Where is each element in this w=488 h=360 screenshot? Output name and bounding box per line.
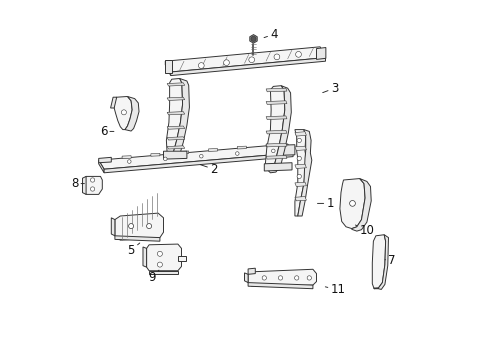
Polygon shape — [82, 176, 86, 194]
Polygon shape — [373, 235, 387, 289]
Circle shape — [295, 51, 301, 57]
Polygon shape — [167, 97, 184, 100]
Polygon shape — [146, 244, 181, 271]
Circle shape — [128, 224, 133, 229]
Polygon shape — [247, 283, 312, 289]
Polygon shape — [265, 88, 286, 92]
Circle shape — [306, 276, 311, 280]
Polygon shape — [265, 156, 286, 159]
Polygon shape — [111, 218, 115, 236]
Polygon shape — [170, 78, 189, 156]
Polygon shape — [142, 247, 146, 267]
Text: 6: 6 — [100, 125, 114, 138]
Circle shape — [296, 156, 301, 161]
Polygon shape — [294, 182, 306, 186]
Text: 9: 9 — [147, 270, 159, 284]
Polygon shape — [265, 130, 286, 134]
Polygon shape — [115, 213, 163, 240]
Polygon shape — [179, 151, 188, 154]
Circle shape — [90, 187, 95, 191]
Circle shape — [248, 57, 254, 63]
Polygon shape — [265, 116, 286, 120]
Circle shape — [163, 157, 167, 161]
Text: 3: 3 — [322, 82, 338, 95]
Polygon shape — [294, 132, 306, 136]
Polygon shape — [165, 47, 325, 72]
Polygon shape — [265, 144, 275, 147]
Circle shape — [271, 149, 275, 153]
Circle shape — [294, 276, 298, 280]
Polygon shape — [247, 269, 316, 286]
Polygon shape — [165, 61, 170, 76]
Polygon shape — [167, 83, 184, 86]
Circle shape — [235, 152, 239, 155]
Polygon shape — [99, 144, 292, 169]
Text: 7: 7 — [385, 255, 395, 267]
Polygon shape — [149, 271, 178, 274]
Polygon shape — [264, 163, 291, 171]
Polygon shape — [166, 78, 182, 155]
Polygon shape — [99, 157, 111, 163]
Polygon shape — [167, 112, 184, 115]
Polygon shape — [316, 48, 325, 59]
Circle shape — [223, 60, 229, 66]
Circle shape — [349, 201, 355, 206]
Polygon shape — [99, 160, 104, 173]
Polygon shape — [265, 101, 286, 104]
Polygon shape — [165, 60, 172, 73]
Circle shape — [296, 174, 301, 179]
Polygon shape — [249, 35, 257, 43]
Polygon shape — [84, 176, 102, 194]
Text: 2: 2 — [200, 163, 217, 176]
Circle shape — [273, 54, 279, 60]
Circle shape — [121, 110, 126, 115]
Text: 5: 5 — [127, 243, 140, 257]
Polygon shape — [208, 149, 217, 152]
Polygon shape — [122, 156, 131, 159]
Text: 8: 8 — [71, 177, 84, 190]
Polygon shape — [297, 130, 311, 216]
Circle shape — [250, 36, 256, 41]
Circle shape — [127, 160, 131, 163]
Polygon shape — [104, 153, 292, 173]
Polygon shape — [266, 86, 291, 173]
Polygon shape — [371, 235, 385, 289]
Polygon shape — [294, 164, 306, 168]
Circle shape — [199, 154, 203, 158]
Polygon shape — [265, 86, 284, 169]
Circle shape — [157, 251, 162, 256]
Text: 11: 11 — [325, 283, 345, 296]
Circle shape — [146, 224, 151, 229]
Polygon shape — [294, 146, 306, 150]
Text: 10: 10 — [355, 224, 374, 237]
Polygon shape — [265, 143, 286, 147]
Polygon shape — [339, 179, 365, 229]
Polygon shape — [167, 137, 184, 140]
Circle shape — [296, 138, 301, 143]
Polygon shape — [237, 146, 246, 149]
Polygon shape — [244, 273, 247, 283]
Polygon shape — [125, 96, 139, 131]
Circle shape — [278, 276, 282, 280]
Circle shape — [198, 63, 204, 68]
Polygon shape — [113, 96, 132, 130]
Polygon shape — [178, 256, 186, 261]
Circle shape — [262, 276, 266, 280]
Polygon shape — [167, 146, 184, 149]
Polygon shape — [351, 179, 370, 231]
Polygon shape — [283, 145, 294, 155]
Polygon shape — [170, 58, 325, 76]
Polygon shape — [115, 236, 160, 241]
Polygon shape — [163, 151, 186, 159]
Text: 4: 4 — [264, 28, 277, 41]
Polygon shape — [294, 130, 306, 216]
Polygon shape — [110, 97, 117, 108]
Polygon shape — [294, 197, 306, 201]
Polygon shape — [167, 126, 184, 129]
Text: 1: 1 — [317, 197, 333, 210]
Circle shape — [90, 178, 95, 182]
Polygon shape — [151, 153, 160, 156]
Polygon shape — [247, 268, 255, 274]
Circle shape — [157, 262, 162, 267]
